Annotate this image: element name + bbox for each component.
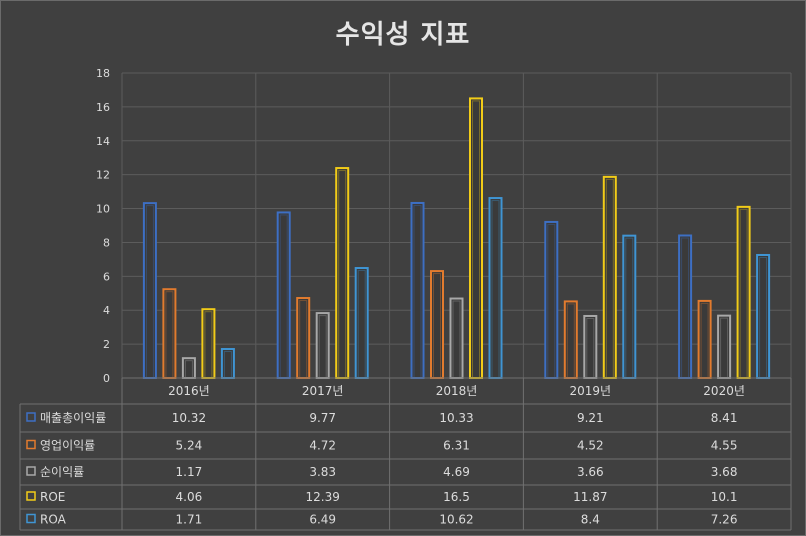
y-tick-label: 18 — [96, 67, 110, 80]
y-tick-label: 10 — [96, 203, 110, 216]
y-tick-label: 14 — [96, 135, 110, 148]
table-cell: 11.87 — [573, 490, 607, 504]
table-cell: 3.66 — [577, 465, 604, 479]
bar — [315, 312, 330, 380]
table-cell: 3.83 — [309, 465, 336, 479]
y-tick-label: 2 — [103, 338, 110, 351]
bar — [563, 300, 578, 379]
legend-swatch — [26, 439, 36, 450]
y-tick-label: 0 — [103, 372, 110, 385]
bar — [544, 220, 559, 379]
bar — [296, 297, 311, 379]
table-cell: 8.41 — [711, 411, 738, 425]
table-cell: 12.39 — [306, 490, 340, 504]
y-tick-label: 4 — [103, 304, 110, 317]
table-cell: 6.49 — [309, 513, 336, 527]
legend-label: 영업이익률 — [40, 439, 95, 453]
table-cell: 9.21 — [577, 411, 604, 425]
table-cell: 4.52 — [577, 439, 604, 453]
table-cell: 16.5 — [443, 490, 470, 504]
table-cell: 9.77 — [309, 411, 336, 425]
bar — [335, 167, 350, 379]
chart-title: 수익성 지표 — [335, 20, 471, 50]
category-label: 2020년 — [703, 384, 745, 398]
bar — [449, 297, 464, 379]
table-cell: 6.31 — [443, 439, 470, 453]
bar — [276, 211, 291, 379]
bar — [583, 314, 598, 380]
category-label: 2018년 — [436, 384, 478, 398]
table-cell: 10.62 — [439, 513, 473, 527]
table-cell: 10.32 — [172, 411, 206, 425]
bar — [622, 234, 637, 379]
table-cell: 4.55 — [711, 439, 738, 453]
legend-label: 매출총이익률 — [40, 411, 106, 425]
table-cell: 10.1 — [711, 490, 738, 504]
bar — [162, 288, 177, 380]
legend-swatch — [26, 466, 36, 476]
bar — [756, 253, 771, 380]
table-cell: 1.71 — [176, 513, 203, 527]
y-tick-label: 6 — [103, 270, 110, 283]
table-cell: 4.72 — [309, 439, 336, 453]
legend-label: ROA — [40, 513, 67, 527]
table-cell: 10.33 — [439, 411, 473, 425]
legend-swatch — [26, 412, 36, 422]
bar — [410, 201, 425, 379]
bar — [736, 205, 751, 379]
bar — [697, 299, 712, 379]
legend-label: 순이익률 — [40, 465, 84, 479]
bar — [717, 314, 732, 379]
legend-swatch — [26, 491, 36, 501]
y-tick-label: 8 — [103, 236, 110, 249]
bar — [354, 267, 369, 379]
bar — [201, 308, 216, 380]
table-cell: 3.68 — [711, 465, 738, 479]
table-cell: 4.06 — [176, 490, 203, 504]
bar — [469, 97, 483, 380]
bar — [678, 234, 693, 379]
table-cell: 1.17 — [176, 465, 203, 479]
legend-swatch — [26, 513, 36, 524]
category-label: 2016년 — [168, 384, 210, 398]
category-label: 2017년 — [302, 384, 344, 398]
table-cell: 4.69 — [443, 465, 470, 479]
legend-label: ROE — [40, 490, 65, 504]
category-label: 2019년 — [570, 384, 612, 398]
bar — [430, 270, 444, 380]
table-cell: 5.24 — [176, 439, 203, 453]
y-tick-label: 12 — [96, 169, 110, 182]
bar — [488, 197, 503, 379]
bar — [220, 348, 235, 379]
table-cell: 7.26 — [711, 513, 738, 527]
bar — [602, 175, 617, 379]
table-cell: 8.4 — [581, 513, 600, 527]
y-tick-label: 16 — [96, 101, 110, 114]
bar — [142, 202, 157, 379]
